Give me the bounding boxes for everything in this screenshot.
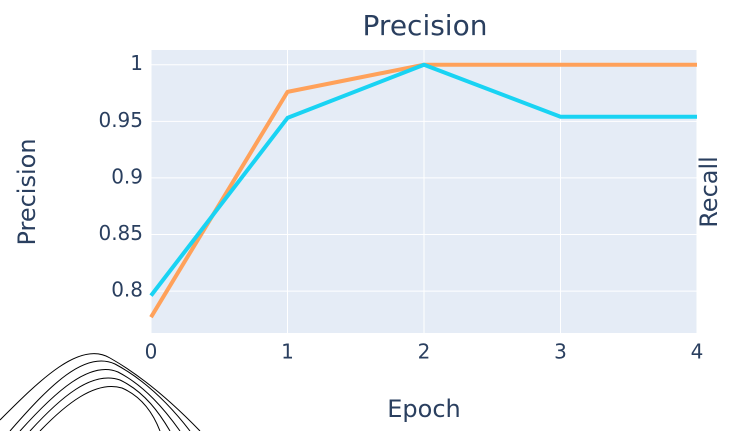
x-axis-label: Epoch [387, 395, 461, 423]
chart-title: Precision [363, 9, 488, 42]
x-tick-label: 3 [554, 340, 567, 364]
y-tick-label: 1 [130, 51, 143, 75]
y-tick-label: 0.95 [98, 108, 143, 132]
line-series [149, 62, 697, 297]
y-tick-label: 0.9 [111, 164, 143, 188]
y-tick-label: 0.8 [111, 278, 143, 302]
x-tick-label: 0 [145, 340, 158, 364]
x-tick-label: 1 [281, 340, 294, 364]
y2-axis-label: Recall [695, 156, 723, 228]
y-axis-label: Precision [13, 138, 41, 245]
y-tick-label: 0.85 [98, 221, 143, 245]
decoration [0, 353, 201, 431]
marks [149, 62, 697, 319]
x-tick-label: 2 [418, 340, 431, 364]
x-tick-label: 4 [691, 340, 704, 364]
